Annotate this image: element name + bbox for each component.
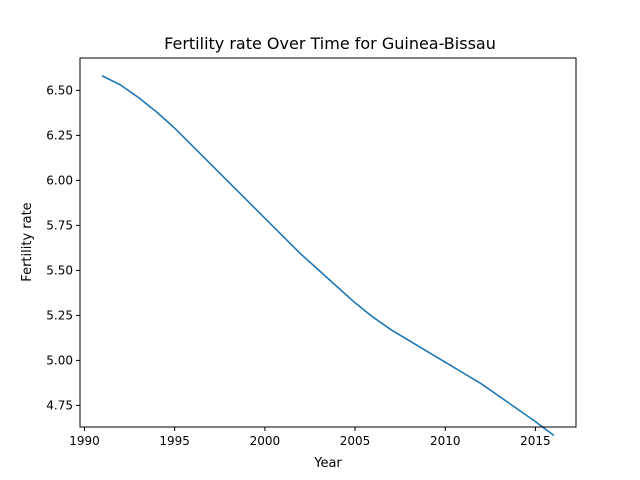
x-tick-label: 2010 — [430, 434, 461, 448]
y-tick-label: 5.25 — [46, 308, 73, 322]
x-tick-label: 2005 — [340, 434, 371, 448]
chart-title: Fertility rate Over Time for Guinea-Biss… — [164, 34, 496, 53]
axes-frame — [79, 57, 577, 428]
y-tick-label: 5.75 — [46, 218, 73, 232]
x-tick-label: 2015 — [520, 434, 551, 448]
y-tick-label: 6.50 — [46, 83, 73, 97]
y-tick-label: 5.50 — [46, 263, 73, 277]
y-tick-label: 6.00 — [46, 173, 73, 187]
y-axis-label: Fertility rate — [20, 202, 35, 281]
x-tick-label: 2000 — [250, 434, 281, 448]
ticks-layer: 1990 1995 2000 2005 2010 2015 4.75 5.00 5.25 5.50… — [46, 83, 550, 448]
y-tick-label: 5.00 — [46, 353, 73, 367]
x-tick-label: 1995 — [159, 434, 190, 448]
y-tick-label: 6.25 — [46, 128, 73, 142]
plot-area — [101, 75, 555, 436]
x-tick-label: 1990 — [69, 434, 100, 448]
y-tick-label: 4.75 — [46, 398, 73, 412]
x-axis-label: Year — [313, 456, 342, 471]
fertility-rate-line — [101, 75, 555, 436]
